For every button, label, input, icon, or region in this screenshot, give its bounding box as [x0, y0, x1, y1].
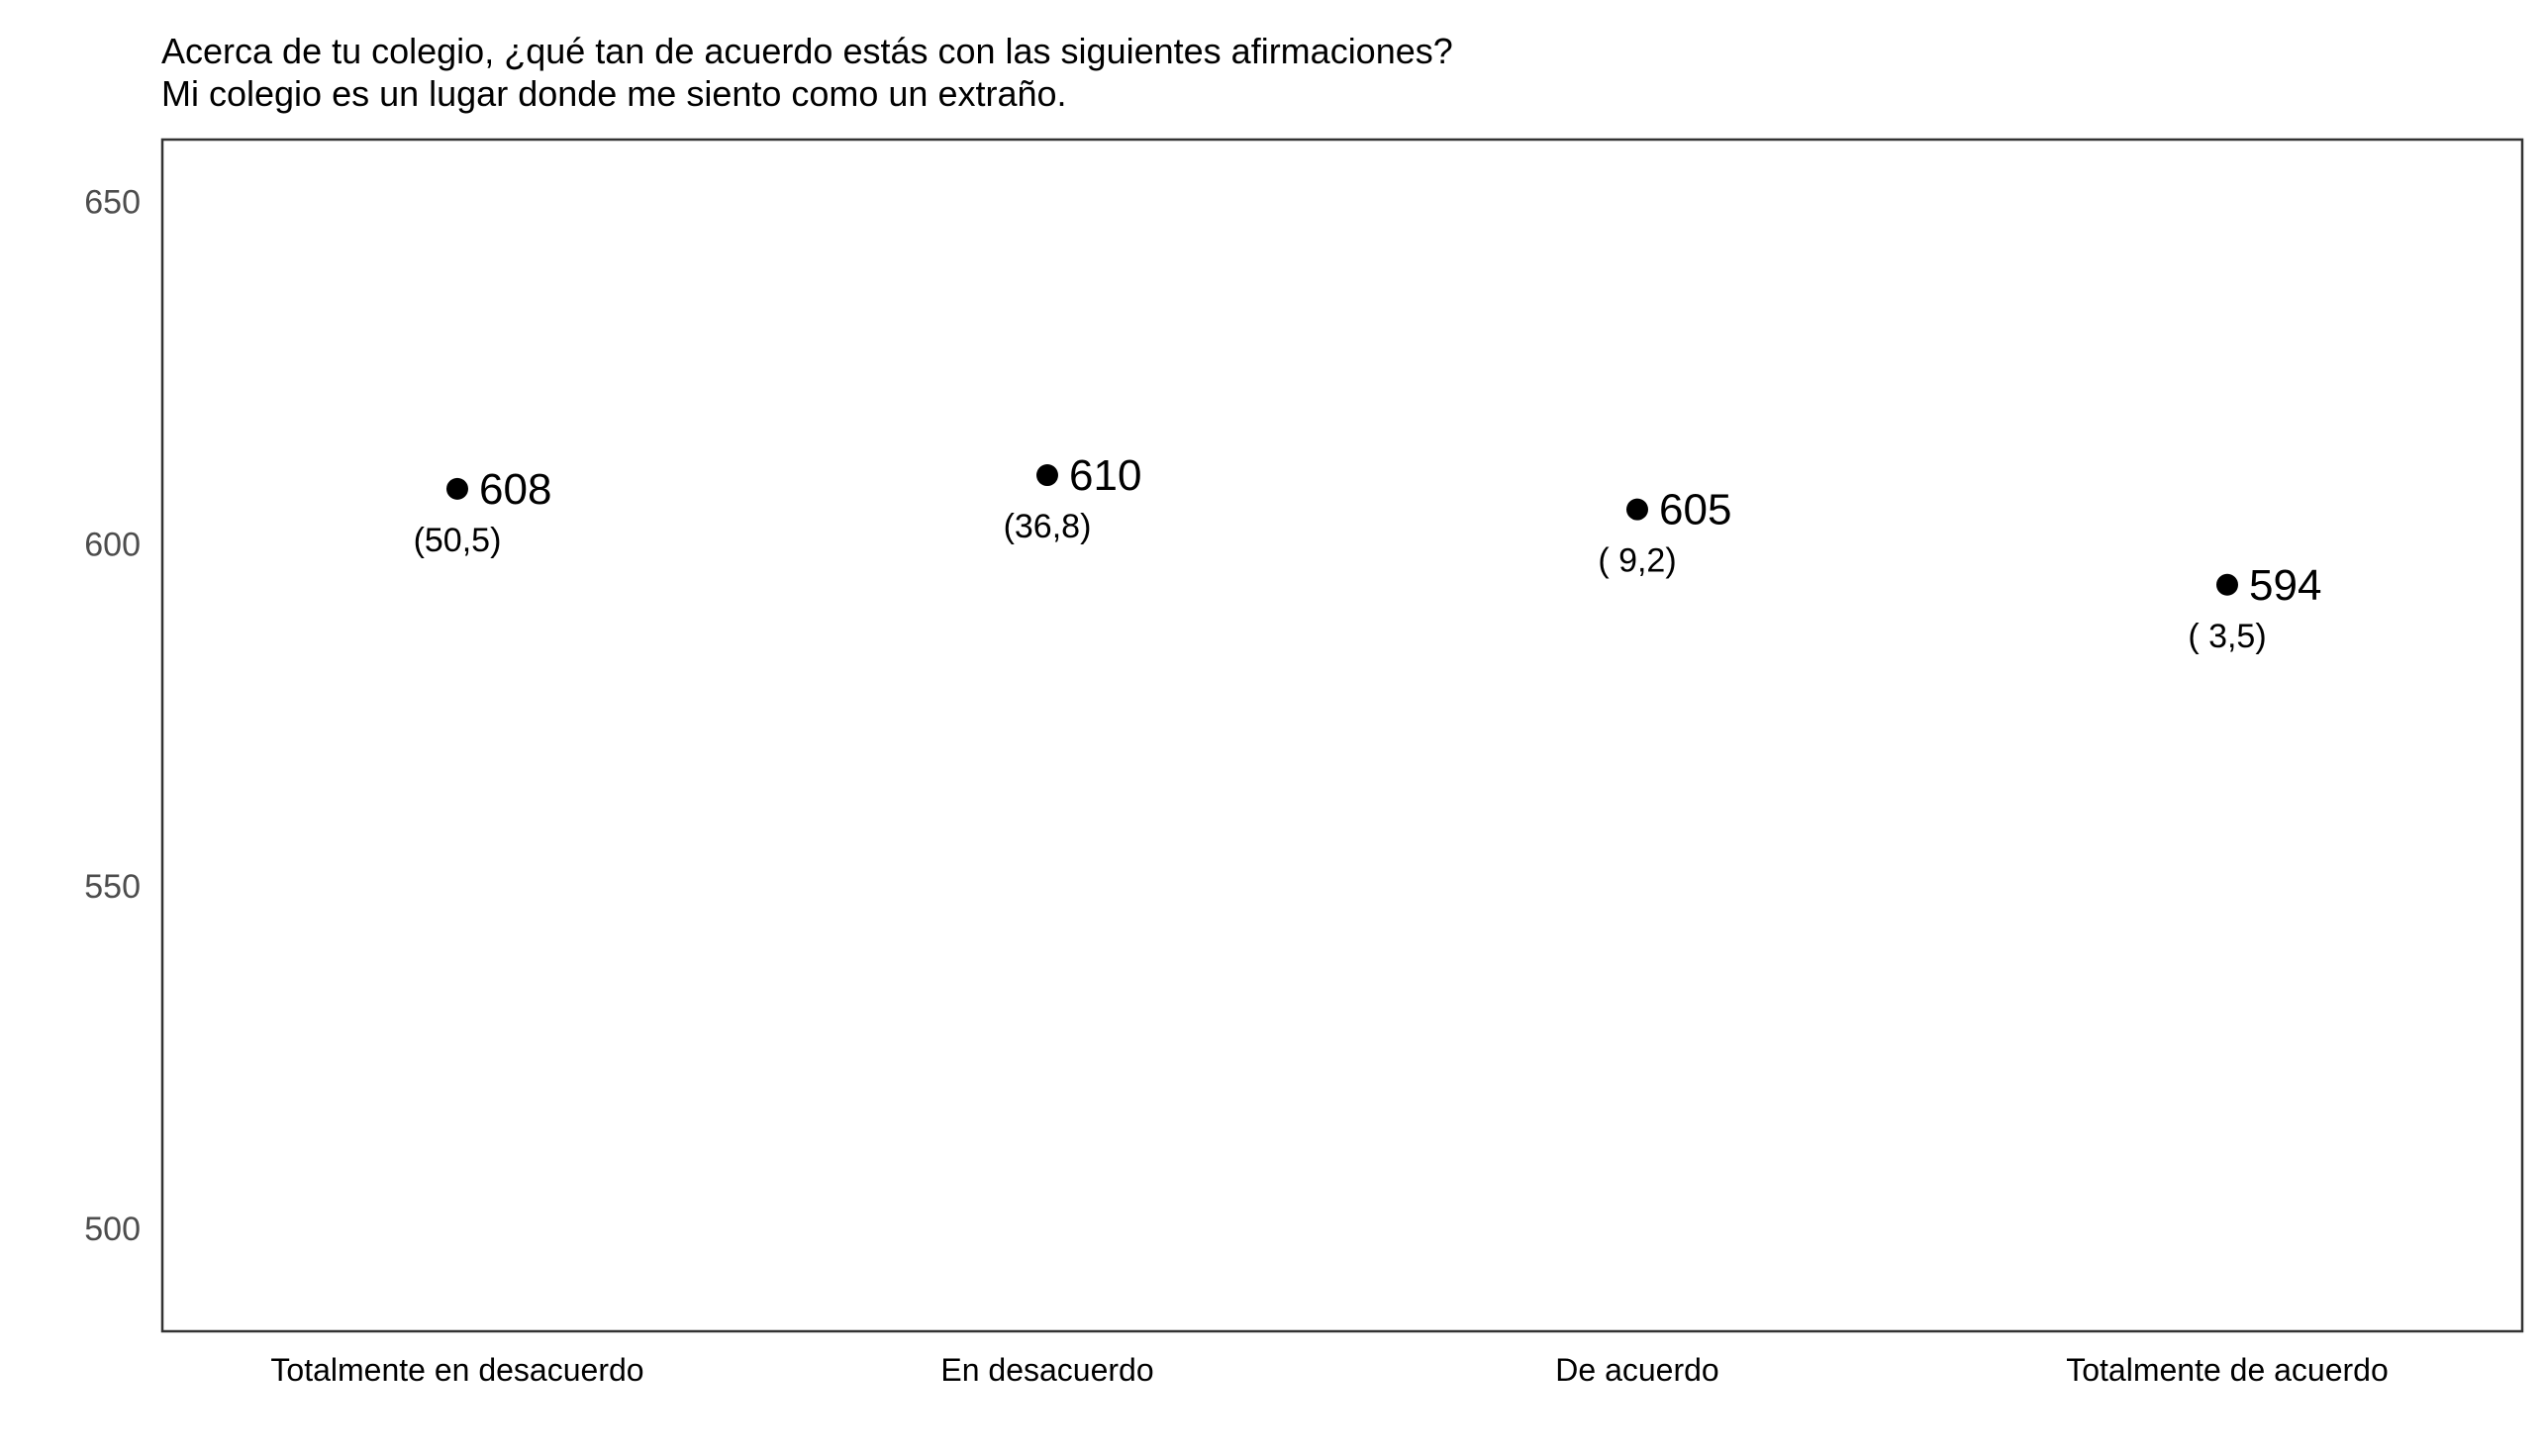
- y-tick-label: 650: [84, 183, 141, 221]
- data-point: [1036, 464, 1058, 487]
- plot-panel: [160, 138, 2524, 1333]
- data-point: [1626, 498, 1648, 521]
- x-tick-label: Totalmente de acuerdo: [2066, 1352, 2389, 1388]
- value-label: 605: [1659, 486, 1731, 534]
- percent-label: (36,8): [1004, 508, 1092, 545]
- x-tick-label: Totalmente en desacuerdo: [270, 1352, 643, 1388]
- chart-title: Acerca de tu colegio, ¿qué tan de acuerd…: [161, 31, 1453, 71]
- x-axis: Totalmente en desacuerdo En desacuerdo De …: [270, 1352, 2388, 1388]
- y-tick-label: 600: [84, 526, 141, 563]
- y-axis: 500 550 600 650: [84, 183, 141, 1248]
- percent-label: ( 9,2): [1598, 542, 1676, 580]
- data-labels: 608 (50,5) 610 (36,8) 605 ( 9,2) 594 ( 3,5): [414, 451, 2322, 655]
- value-label: 594: [2249, 561, 2321, 610]
- value-label: 610: [1069, 451, 1141, 500]
- data-point: [2216, 573, 2238, 596]
- x-tick-label: De acuerdo: [1555, 1352, 1718, 1388]
- value-label: 608: [479, 465, 551, 514]
- y-tick-label: 500: [84, 1211, 141, 1248]
- data-point: [446, 477, 468, 500]
- data-points: [446, 464, 2238, 596]
- percent-label: (50,5): [414, 522, 502, 559]
- x-tick-label: En desacuerdo: [940, 1352, 1153, 1388]
- percent-label: ( 3,5): [2188, 618, 2266, 655]
- chart-subtitle: Mi colegio es un lugar donde me siento c…: [161, 73, 1067, 114]
- y-tick-label: 550: [84, 868, 141, 906]
